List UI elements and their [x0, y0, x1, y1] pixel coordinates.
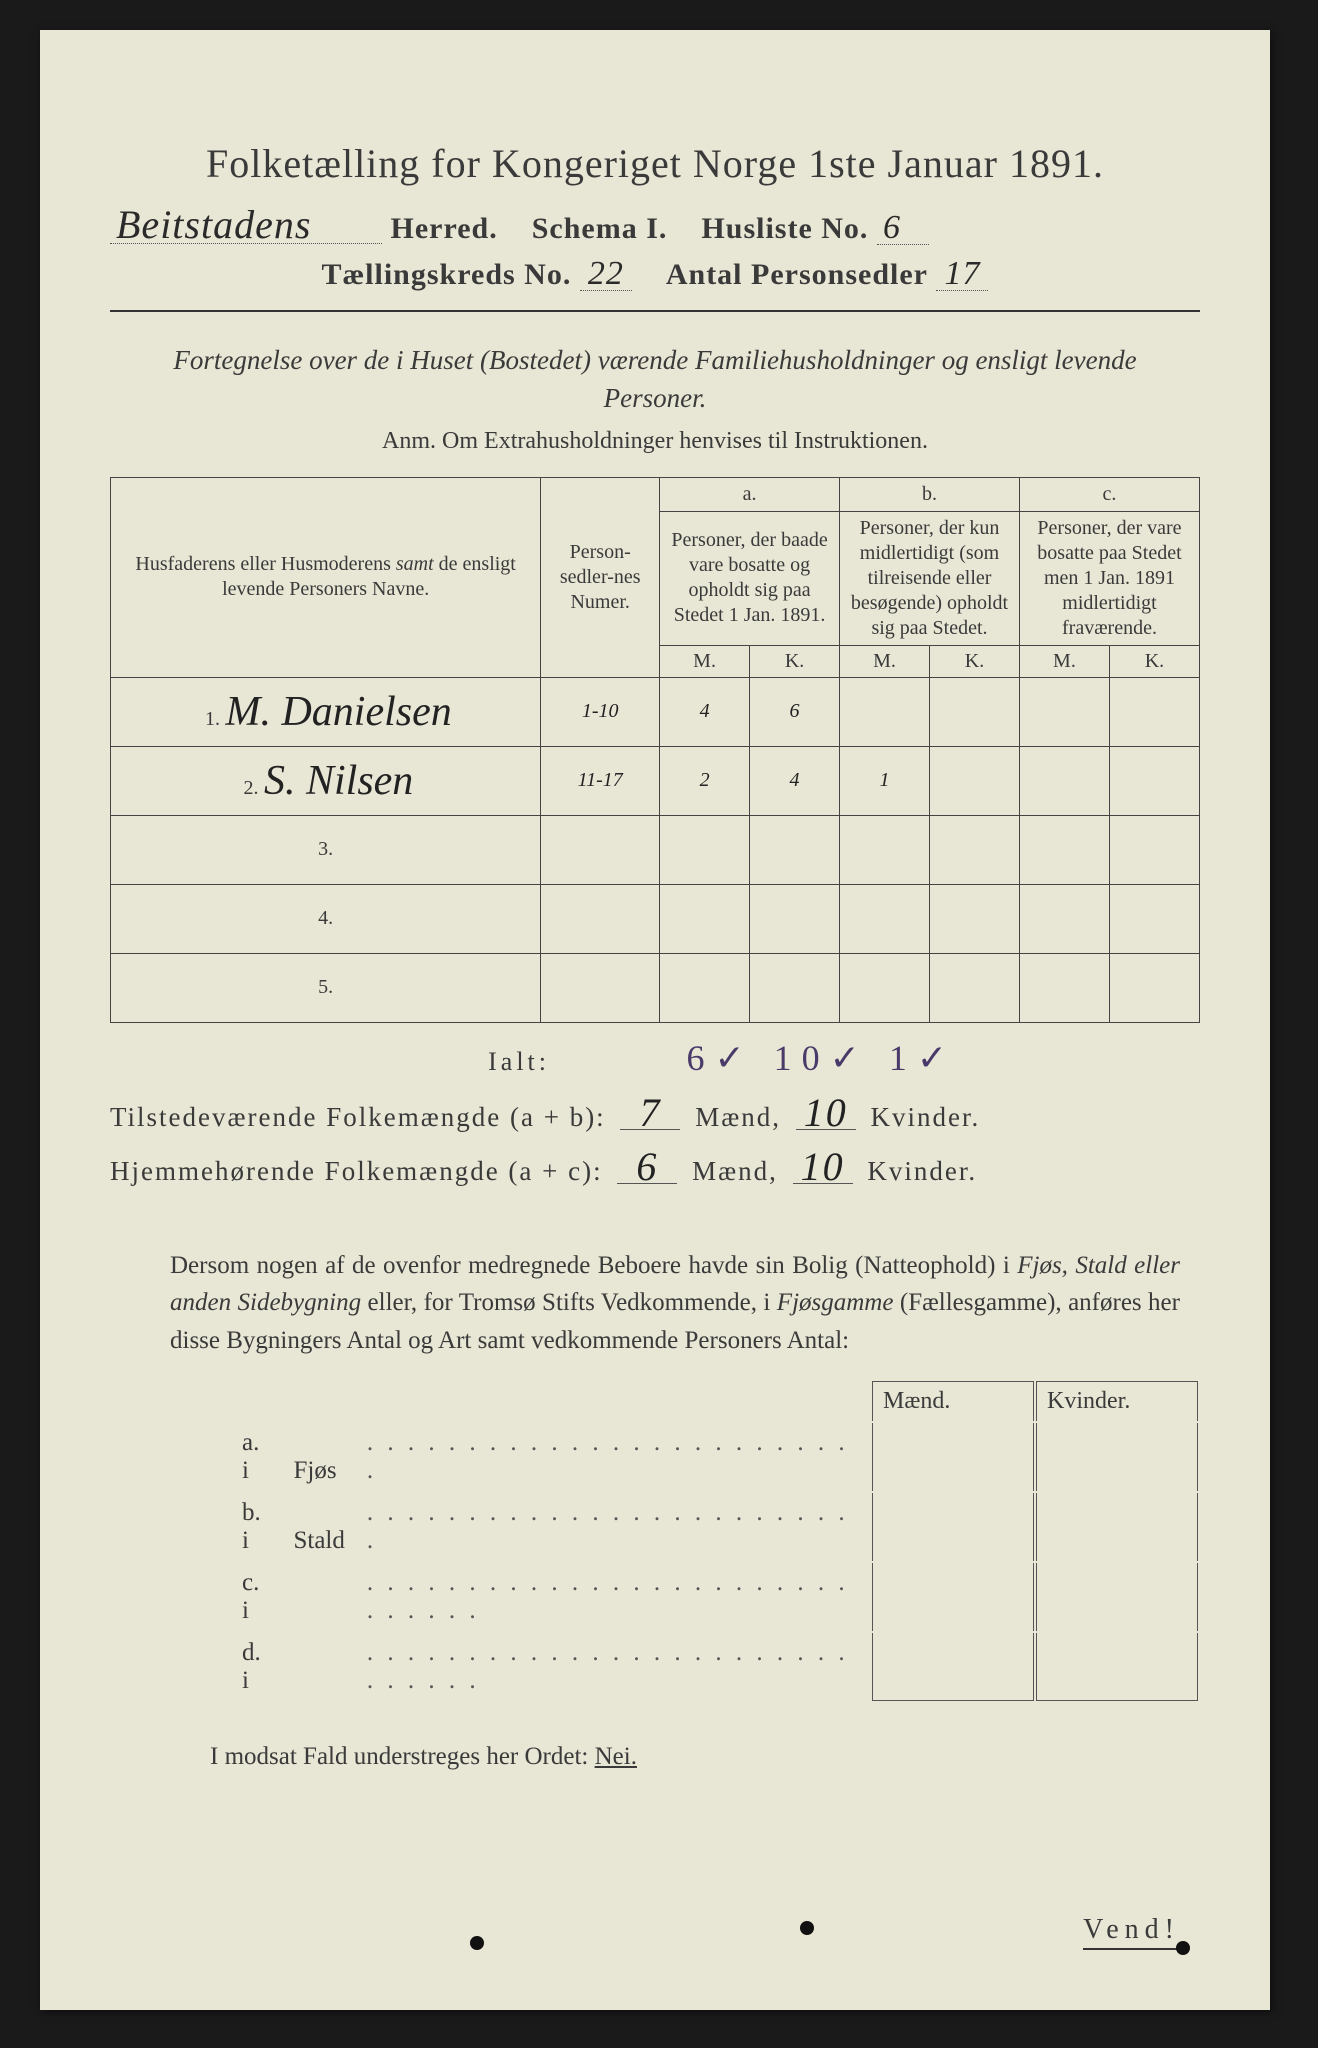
- summary-resident-label: Hjemmehørende Folkemængde (a + c):: [110, 1156, 603, 1186]
- row-cm: [1019, 677, 1109, 746]
- ink-blot-icon: [800, 1921, 814, 1935]
- side-maend-header: Mænd.: [872, 1381, 1034, 1421]
- ink-blot-icon: [1176, 1941, 1190, 1955]
- row-bm: 1: [840, 746, 930, 815]
- col-b-k: K.: [930, 645, 1020, 677]
- kreds-label: Tællingskreds No.: [322, 258, 572, 291]
- row-numer: 1-10: [541, 677, 660, 746]
- kreds-value: 22: [580, 259, 632, 291]
- summary-present-label: Tilstedeværende Folkemængde (a + b):: [110, 1102, 606, 1132]
- col-a-desc: Personer, der baade vare bosatte og opho…: [660, 511, 840, 645]
- table-row: 1.M. Danielsen 1-10 4 6: [111, 677, 1200, 746]
- row-idx: 1.: [199, 708, 225, 731]
- row-ck: [1109, 746, 1199, 815]
- col-c-m: M.: [1019, 645, 1109, 677]
- census-form-page: Folketælling for Kongeriget Norge 1ste J…: [40, 30, 1270, 2010]
- summary-resident: Hjemmehørende Folkemængde (a + c): 6 Mæn…: [110, 1151, 1200, 1187]
- col-b-title: b.: [840, 477, 1020, 511]
- schema-label: Schema I.: [532, 212, 668, 245]
- dots: . . . . . . . . . . . . . . . . . . . . …: [357, 1563, 870, 1631]
- col-c-desc: Personer, der vare bosatte paa Stedet me…: [1019, 511, 1199, 645]
- side-row-l: a. i: [232, 1423, 281, 1491]
- side-row-l: c. i: [232, 1563, 281, 1631]
- summary-resident-m: 6: [617, 1151, 677, 1184]
- dots: . . . . . . . . . . . . . . . . . . . . …: [357, 1493, 870, 1561]
- col-b-desc: Personer, der kun midlertidigt (som tilr…: [840, 511, 1020, 645]
- table-row: 4.: [111, 884, 1200, 953]
- col-a-k: K.: [750, 645, 840, 677]
- summary-present: Tilstedeværende Folkemængde (a + b): 7 M…: [110, 1097, 1200, 1133]
- header-line-1: Beitstadens Herred. Schema I. Husliste N…: [110, 207, 1200, 246]
- header-line-2: Tællingskreds No. 22 Antal Personsedler …: [110, 258, 1200, 292]
- husliste-value: 6: [877, 213, 929, 245]
- col-a-m: M.: [660, 645, 750, 677]
- summary-present-m: 7: [620, 1097, 680, 1130]
- row-am: 2: [660, 746, 750, 815]
- table-row: 3.: [111, 815, 1200, 884]
- row-name: M. Danielsen: [225, 689, 451, 735]
- personsedler-value: 17: [936, 259, 988, 291]
- row-cm: [1019, 746, 1109, 815]
- side-row-r: Fjøs: [283, 1423, 354, 1491]
- row-bk: [930, 677, 1020, 746]
- row-idx: 2.: [238, 777, 264, 800]
- col-names-header: Husfaderens eller Husmoderens samt de en…: [111, 477, 541, 677]
- col-c-title: c.: [1019, 477, 1199, 511]
- census-table: Husfaderens eller Husmoderens samt de en…: [110, 477, 1200, 1023]
- row-bk: [930, 746, 1020, 815]
- maend-label: Mænd,: [692, 1156, 778, 1186]
- row-bm: [840, 677, 930, 746]
- summary-present-k: 10: [796, 1097, 856, 1130]
- maend-label: Mænd,: [695, 1102, 781, 1132]
- summary-resident-k: 10: [793, 1151, 853, 1184]
- row-idx: 5.: [313, 976, 339, 999]
- row-ak: 6: [750, 677, 840, 746]
- col-numer-header: Person-sedler-nes Numer.: [541, 477, 660, 677]
- herred-label: Herred.: [391, 212, 498, 245]
- side-row: c. i . . . . . . . . . . . . . . . . . .…: [232, 1563, 1198, 1631]
- footer-text: I modsat Fald understreges her Ordet:: [210, 1743, 595, 1770]
- row-idx: 4.: [313, 907, 339, 930]
- kvinder-label: Kvinder.: [870, 1102, 980, 1132]
- kvinder-label: Kvinder.: [867, 1156, 977, 1186]
- totals-row: Ialt: 6✓ 10✓ 1✓: [110, 1037, 1200, 1079]
- row-idx: 3.: [313, 838, 339, 861]
- row-ak: 4: [750, 746, 840, 815]
- col-c-k: K.: [1109, 645, 1199, 677]
- side-row: a. i Fjøs . . . . . . . . . . . . . . . …: [232, 1423, 1198, 1491]
- personsedler-label: Antal Personsedler: [666, 258, 928, 291]
- dots: . . . . . . . . . . . . . . . . . . . . …: [357, 1423, 870, 1491]
- side-kvinder-header: Kvinder.: [1036, 1381, 1198, 1421]
- page-title: Folketælling for Kongeriget Norge 1ste J…: [110, 140, 1200, 187]
- side-building-table: Mænd. Kvinder. a. i Fjøs . . . . . . . .…: [230, 1379, 1200, 1703]
- divider: [110, 310, 1200, 312]
- row-am: 4: [660, 677, 750, 746]
- subtitle: Fortegnelse over de i Huset (Bostedet) v…: [170, 342, 1140, 418]
- anm-note: Anm. Om Extrahusholdninger henvises til …: [110, 428, 1200, 455]
- side-row: d. i . . . . . . . . . . . . . . . . . .…: [232, 1633, 1198, 1701]
- side-row-l: d. i: [232, 1633, 281, 1701]
- footer-nei: Nei.: [595, 1743, 637, 1770]
- vend-label: Vend!: [1083, 1914, 1180, 1950]
- ink-blot-icon: [470, 1936, 484, 1950]
- side-row-r: Stald: [283, 1493, 354, 1561]
- table-row: 2.S. Nilsen 11-17 2 4 1: [111, 746, 1200, 815]
- husliste-label: Husliste No.: [701, 212, 868, 245]
- row-numer: 11-17: [541, 746, 660, 815]
- dots: . . . . . . . . . . . . . . . . . . . . …: [357, 1633, 870, 1701]
- side-row: b. i Stald . . . . . . . . . . . . . . .…: [232, 1493, 1198, 1561]
- row-ck: [1109, 677, 1199, 746]
- row-name: S. Nilsen: [264, 758, 413, 804]
- herred-value: Beitstadens: [110, 207, 382, 244]
- side-row-l: b. i: [232, 1493, 281, 1561]
- ialt-label: Ialt:: [110, 1047, 580, 1077]
- footer-line: I modsat Fald understreges her Ordet: Ne…: [210, 1743, 1200, 1771]
- side-building-paragraph: Dersom nogen af de ovenfor medregnede Be…: [170, 1247, 1180, 1360]
- col-b-m: M.: [840, 645, 930, 677]
- col-a-title: a.: [660, 477, 840, 511]
- table-row: 5.: [111, 953, 1200, 1022]
- ialt-values: 6✓ 10✓ 1✓: [687, 1038, 958, 1078]
